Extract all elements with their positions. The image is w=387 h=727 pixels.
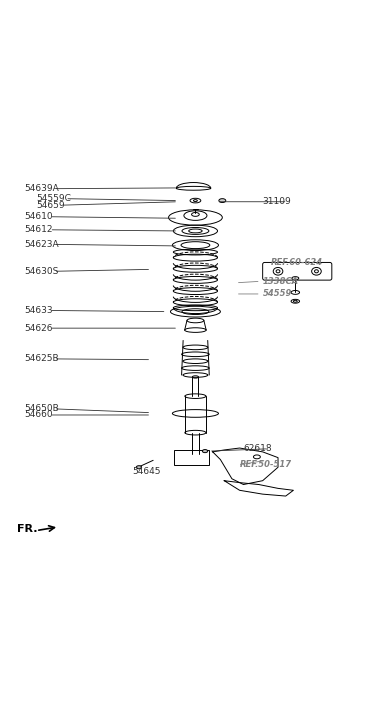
Text: 62618: 62618 xyxy=(243,444,272,454)
Text: 54645: 54645 xyxy=(132,467,161,476)
Text: 54559: 54559 xyxy=(263,289,292,299)
Ellipse shape xyxy=(136,466,142,469)
Text: 54639A: 54639A xyxy=(24,184,59,193)
Text: 54625B: 54625B xyxy=(24,354,59,364)
Text: 54610: 54610 xyxy=(24,212,53,221)
Text: 54660: 54660 xyxy=(24,411,53,419)
Text: REF.50-517: REF.50-517 xyxy=(240,460,292,470)
Text: REF.60-624: REF.60-624 xyxy=(271,258,322,267)
Text: 54612: 54612 xyxy=(24,225,53,234)
Text: FR.: FR. xyxy=(17,523,37,534)
Text: 54633: 54633 xyxy=(24,306,53,315)
Bar xyxy=(174,450,209,465)
Ellipse shape xyxy=(202,449,208,453)
Text: 54630S: 54630S xyxy=(24,267,59,276)
Text: 54623A: 54623A xyxy=(24,240,59,249)
Text: 1338CA: 1338CA xyxy=(263,277,299,286)
Text: 54659: 54659 xyxy=(36,201,65,209)
Ellipse shape xyxy=(219,198,226,203)
Text: 54559C: 54559C xyxy=(36,194,71,203)
Text: 54650B: 54650B xyxy=(24,404,59,414)
Text: 31109: 31109 xyxy=(263,197,291,206)
FancyBboxPatch shape xyxy=(263,262,332,280)
Text: 54626: 54626 xyxy=(24,324,53,333)
